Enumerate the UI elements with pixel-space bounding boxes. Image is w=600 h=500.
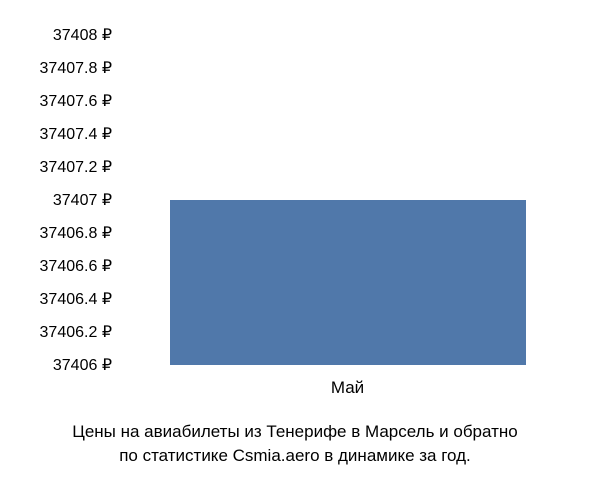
plot-area: 37408 ₽37407.8 ₽37407.6 ₽37407.4 ₽37407.… [125,35,570,365]
x-tick-label: Май [331,378,364,398]
y-tick-label: 37406.6 ₽ [40,256,112,276]
y-tick-label: 37407 ₽ [53,190,112,210]
bar [170,200,526,365]
y-tick-label: 37408 ₽ [53,25,112,45]
caption-line-1: Цены на авиабилеты из Тенерифе в Марсель… [50,420,540,444]
y-tick-label: 37407.2 ₽ [40,157,112,177]
y-tick-label: 37407.6 ₽ [40,91,112,111]
price-chart: 37408 ₽ 37407.8 ₽ 37407.6 ₽ 37407.4 ₽ 37407.… [0,0,600,500]
y-tick-label: 37406.8 ₽ [40,223,112,243]
y-tick-label: 37406.2 ₽ [40,322,112,342]
y-tick-label: 37406.4 ₽ [40,289,112,309]
y-tick-label: 37406 ₽ [53,355,112,375]
y-axis: 37408 ₽37407.8 ₽37407.6 ₽37407.4 ₽37407.… [20,35,120,365]
y-tick-label: 37407.8 ₽ [40,58,112,78]
chart-caption: Цены на авиабилеты из Тенерифе в Марсель… [20,420,570,468]
caption-line-2: по статистике Csmia.aero в динамике за г… [50,444,540,468]
y-tick-label: 37407.4 ₽ [40,124,112,144]
x-axis: Май [125,370,570,400]
bars-layer [125,35,570,365]
